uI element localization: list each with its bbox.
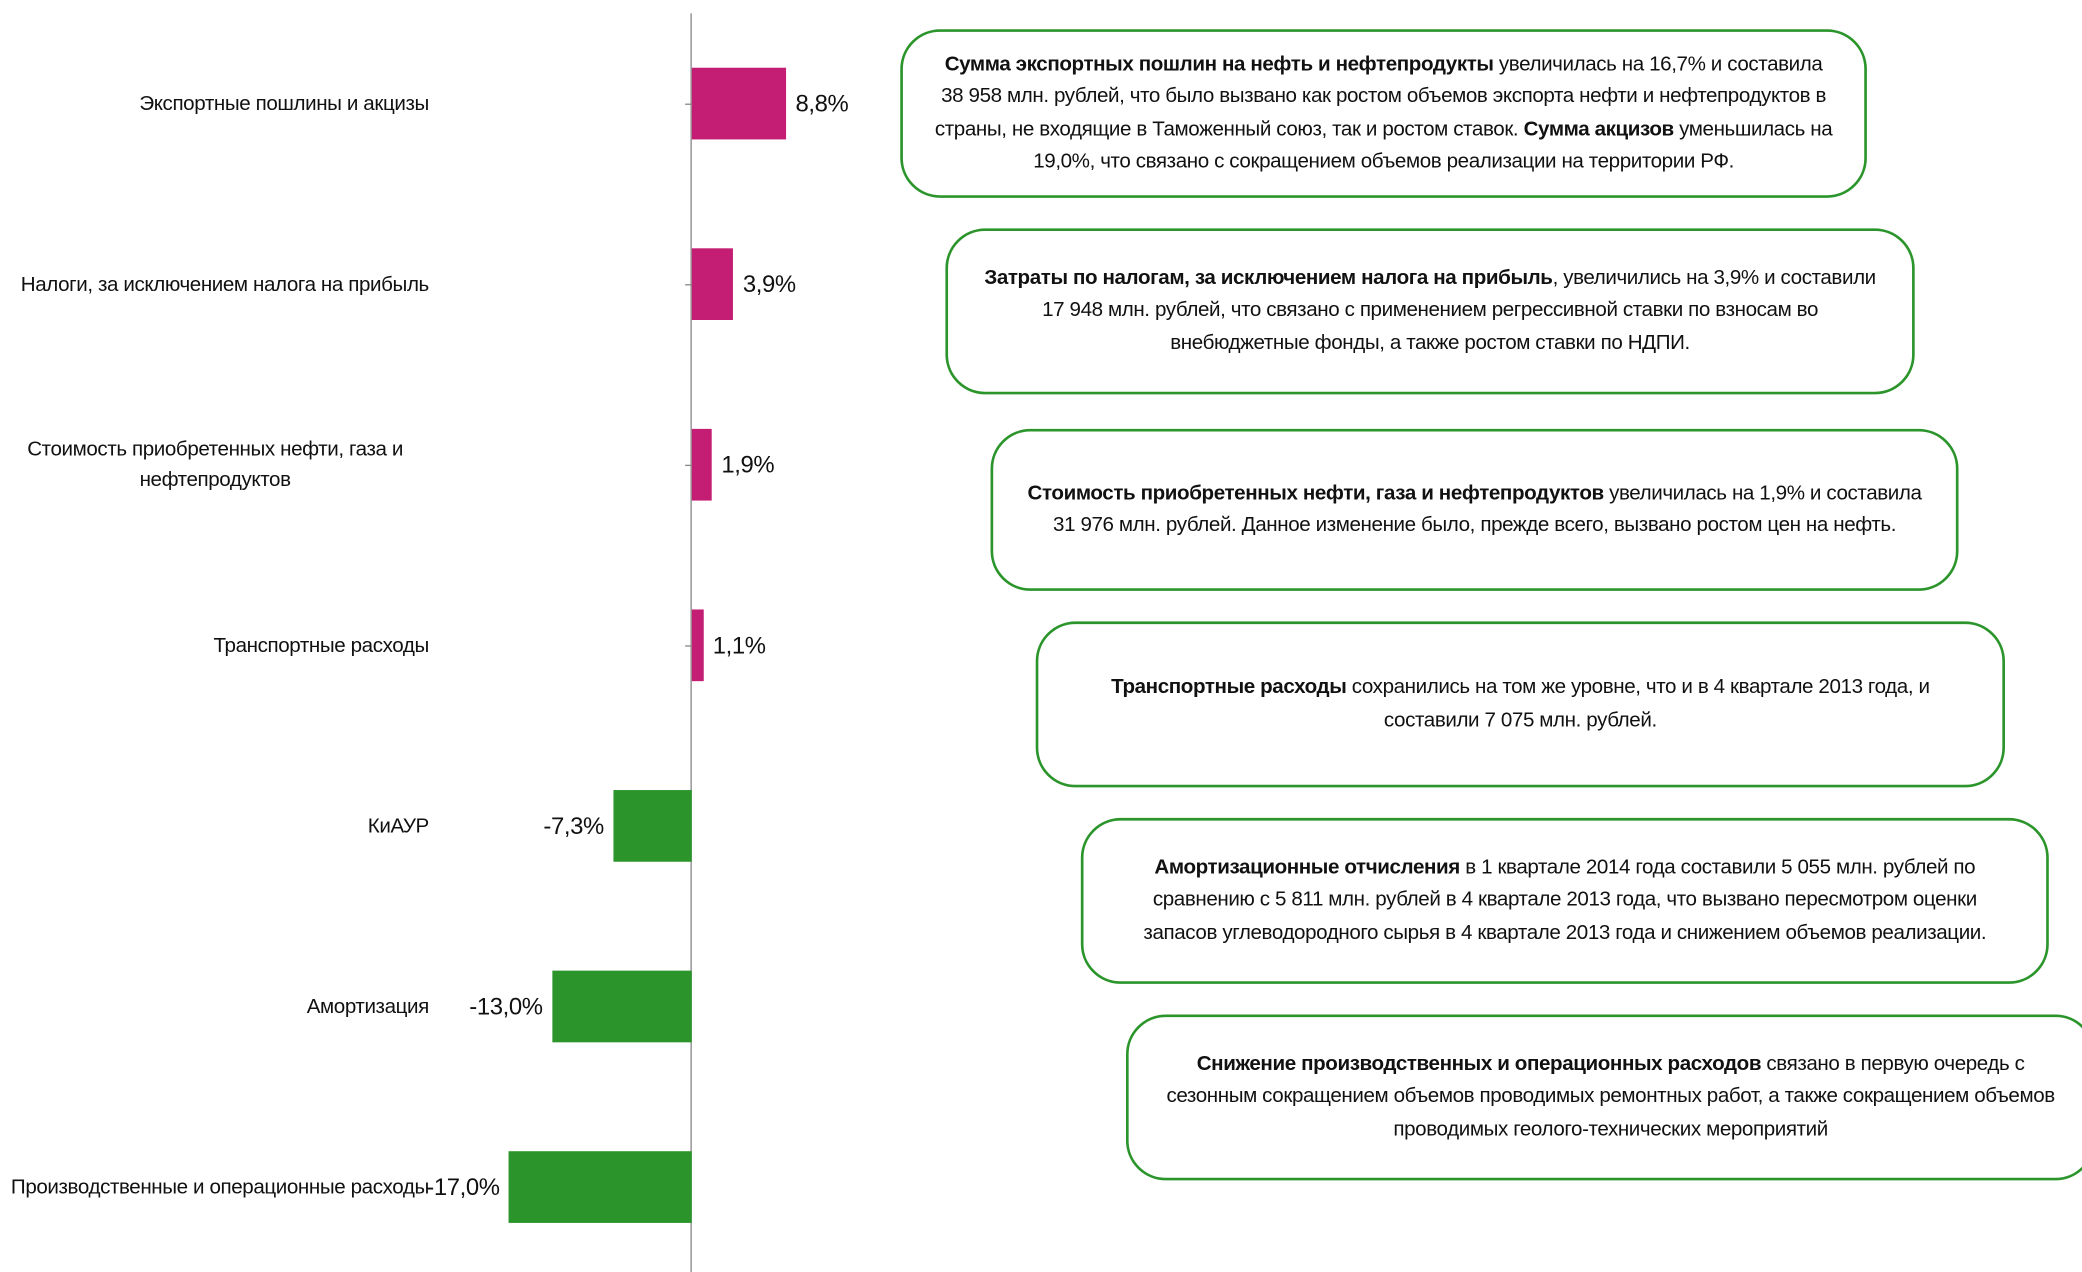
bar [508,1151,692,1223]
annotation-run: Амортизационные отчисления [1154,856,1460,879]
annotation-run: Транспортные расходы [1111,675,1347,699]
value-label: 3,9% [742,270,796,298]
annotation-run: увеличилась на 16,7% и составила 38 958 … [934,52,1827,141]
bar [691,609,704,682]
annotation-run: Снижение производственных и операционных… [1196,1052,1762,1076]
annotation-text: Амортизационные отчисления в 1 квартале … [1115,852,2014,950]
annotation-box: Снижение производственных и операционных… [1125,1014,2082,1181]
annotation-box: Амортизационные отчисления в 1 квартале … [1080,817,2049,984]
annotation-text: Транспортные расходы сохранились на том … [1070,672,1970,737]
category-label: Экспортные пошлины и акцизы [139,92,429,115]
value-label: -17,0% [426,1173,500,1201]
annotation-box: Транспортные расходы сохранились на том … [1035,621,2005,788]
annotation-run: сохранились на том же уровне, что и в 4 … [1346,675,1930,731]
category-label: Амортизация [306,995,430,1018]
value-label: 8,8% [795,90,849,117]
category-label: КиАУР [367,814,430,838]
axis-tick [685,284,692,286]
annotation-text: Сумма экспортных пошлин на нефть и нефте… [935,48,1833,178]
category-label-wrap: Производственные и операционные расходы [11,1147,429,1227]
annotation-box: Сумма экспортных пошлин на нефть и нефте… [900,29,1867,198]
annotation-run: связано в первую очередь с сезонным сокр… [1166,1052,2055,1141]
annotation-run: Сумма акцизов [1523,117,1675,141]
category-label: Производственные и операционные расходы [10,1175,429,1199]
category-label-wrap: Транспортные расходы [213,605,430,685]
annotation-run: , увеличились на 3,9% и составили 17 948… [1042,266,1876,355]
category-label: Транспортные расходы [213,634,430,657]
category-label-wrap: Амортизация [306,967,430,1047]
bar [691,248,734,321]
annotation-text: Стоимость приобретенных нефти, газа и не… [1025,477,1924,542]
category-label-wrap: Налоги, за исключением налога на прибыль [20,244,430,324]
annotation-box: Стоимость приобретенных нефти, газа и не… [990,428,1959,591]
axis-line [690,13,692,1272]
annotation-run: Затраты по налогам, за исключением налог… [984,266,1553,290]
value-label: 1,9% [721,451,775,479]
bar [691,67,787,140]
bar [613,790,692,862]
axis-tick [685,103,692,105]
value-label: -13,0% [469,993,543,1020]
bar [551,970,692,1043]
annotation-box: Затраты по налогам, за исключением налог… [945,228,1915,395]
annotation-text: Затраты по налогам, за исключением налог… [980,263,1880,361]
axis-tick [685,464,692,467]
annotation-run: Стоимость приобретенных нефти, газа и не… [1027,481,1605,504]
annotation-run: Сумма экспортных пошлин на нефть и нефте… [944,52,1494,76]
annotation-run: в 1 квартале 2014 года составили 5 055 м… [1143,856,1987,944]
category-label-wrap: КиАУР [367,786,430,866]
category-label-wrap: Стоимость приобретенных нефти, газа и не… [1,425,429,505]
category-label-wrap: Экспортные пошлины и акцизы [139,64,429,144]
category-label: Налоги, за исключением налога на прибыль [20,272,430,296]
value-label: -7,3% [543,812,604,840]
annotation-text: Снижение производственных и операционных… [1161,1049,2061,1147]
annotation-run: уменьшилась на 19,0%, что связано с сокр… [1033,117,1833,173]
bar [691,428,713,501]
value-label: 1,1% [712,632,766,659]
category-label: Стоимость приобретенных нефти, газа и не… [27,438,403,492]
annotation-run: увеличилась на 1,9% и составила 31 976 м… [1053,481,1922,537]
axis-tick [685,645,692,647]
